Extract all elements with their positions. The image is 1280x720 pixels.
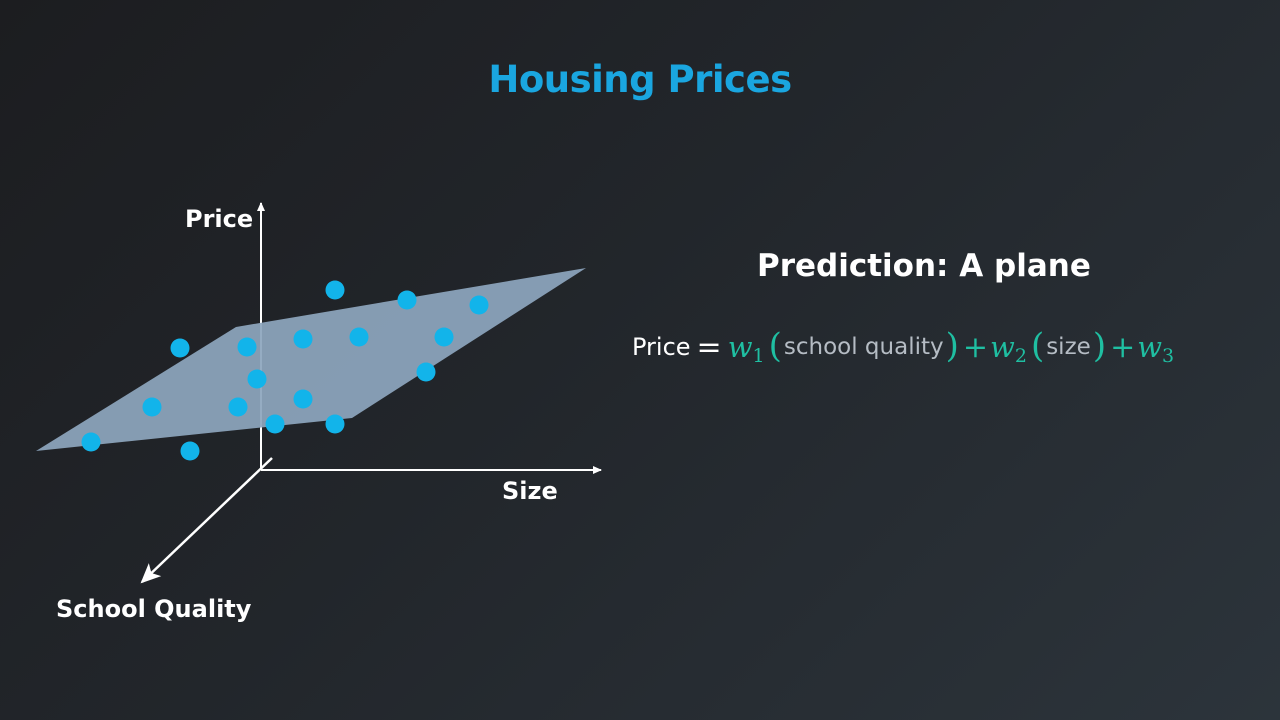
formula-plus: + xyxy=(962,329,989,365)
data-point xyxy=(349,327,369,347)
data-point xyxy=(434,327,454,347)
data-point xyxy=(81,432,101,452)
slide-title: Housing Prices xyxy=(488,58,792,101)
data-point xyxy=(397,290,417,310)
prediction-heading: Prediction: A plane xyxy=(757,248,1091,284)
data-point xyxy=(416,362,436,382)
data-point xyxy=(325,280,345,300)
data-point xyxy=(247,369,267,389)
weight-w1: w xyxy=(727,330,753,364)
data-point xyxy=(265,414,285,434)
data-point xyxy=(180,441,200,461)
formula-open-paren: ( xyxy=(1030,326,1045,366)
data-point xyxy=(293,329,313,349)
school-quality-axis xyxy=(140,457,273,584)
data-point xyxy=(142,397,162,417)
weight-w3-subscript: 3 xyxy=(1162,345,1175,367)
data-point xyxy=(325,414,345,434)
formula-close-paren: ) xyxy=(945,326,959,366)
data-point xyxy=(293,389,313,409)
data-point xyxy=(228,397,248,417)
size-axis-label: Size xyxy=(502,477,558,505)
formula-open-paren: ( xyxy=(768,326,782,366)
price-axis-label: Price xyxy=(185,205,254,233)
formula-term-size: size xyxy=(1046,334,1091,360)
prediction-plane xyxy=(36,268,586,451)
weight-w1-subscript: 1 xyxy=(752,345,765,367)
weight-w3: w xyxy=(1137,330,1163,364)
data-points xyxy=(81,280,489,461)
weight-w2-subscript: 2 xyxy=(1014,345,1027,367)
formula-plus: + xyxy=(1110,329,1136,365)
prediction-formula: Price = w 1 ( school quality ) + w 2 ( s… xyxy=(632,322,1176,372)
data-point xyxy=(170,338,190,358)
data-point xyxy=(237,337,257,357)
weight-w2: w xyxy=(990,330,1015,364)
data-point xyxy=(469,295,489,315)
school-quality-axis-label: School Quality xyxy=(56,595,252,623)
formula-lhs: Price xyxy=(632,333,691,361)
formula-close-paren: ) xyxy=(1092,326,1107,366)
formula-equals: = xyxy=(696,329,722,365)
formula-term-school-quality: school quality xyxy=(783,334,944,360)
